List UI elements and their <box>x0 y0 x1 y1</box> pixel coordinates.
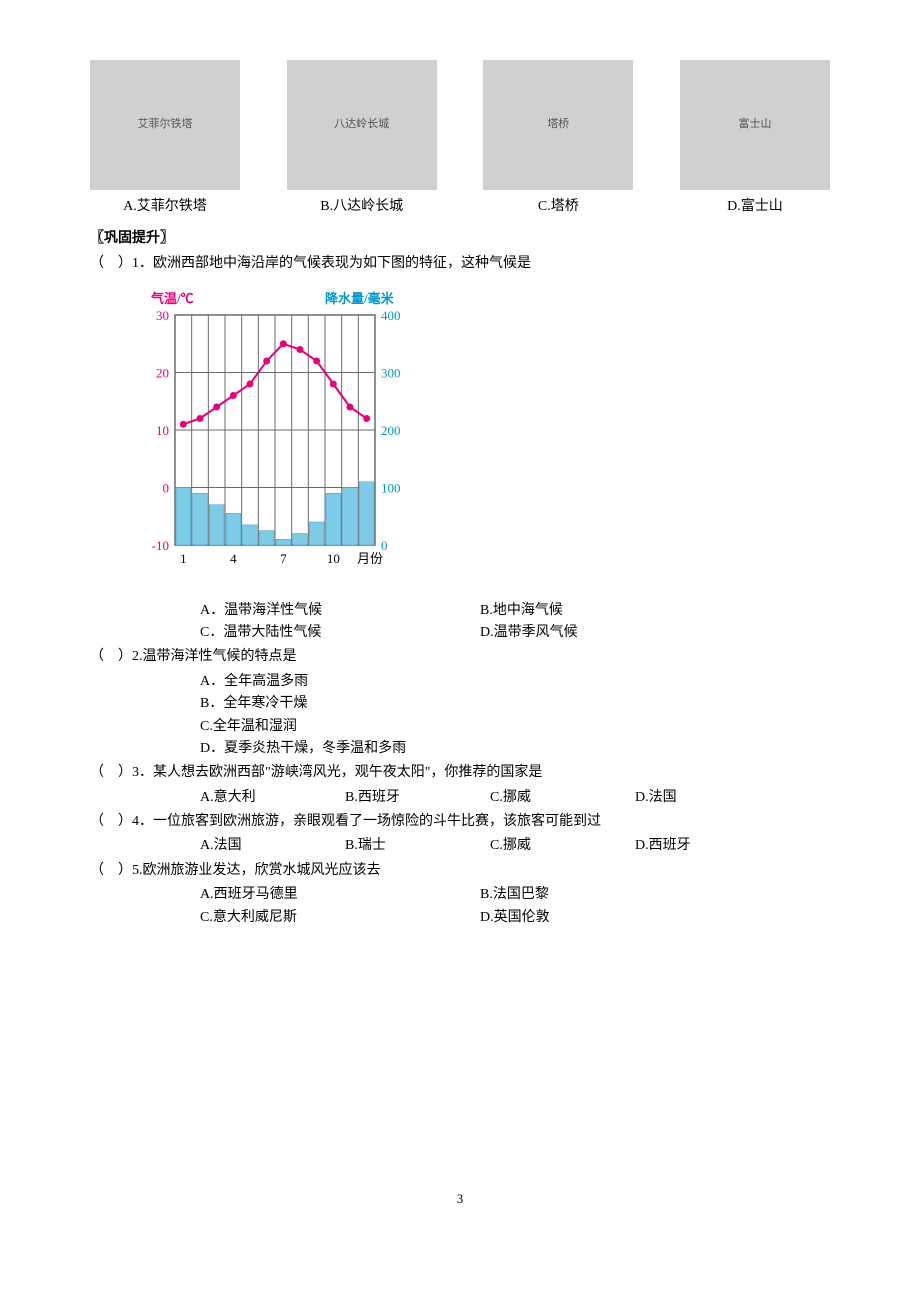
svg-text:7: 7 <box>280 551 287 566</box>
q1-b: B.地中海气候 <box>480 600 760 622</box>
image-greatwall: 八达岭长城 <box>287 60 437 190</box>
caption-d: D.富士山 <box>680 196 830 218</box>
q4-d: D.西班牙 <box>635 835 780 857</box>
landmark-image-row: 艾菲尔铁塔 八达岭长城 塔桥 富士山 <box>90 60 830 190</box>
q3-options: A.意大利 B.西班牙 C.挪威 D.法国 <box>90 787 830 809</box>
q2-stem: （ ）2.温带海洋性气候的特点是 <box>90 646 830 668</box>
q2-d: D．夏季炎热干燥，冬季温和多雨 <box>90 738 830 760</box>
q5-stem: （ ）5.欧洲旅游业发达，欣赏水城风光应该去 <box>90 860 830 882</box>
q1-c: C．温带大陆性气候 <box>200 622 480 644</box>
svg-text:30: 30 <box>156 308 169 323</box>
q3-a: A.意大利 <box>200 787 345 809</box>
q3-d: D.法国 <box>635 787 780 809</box>
q2-b: B．全年寒冷干燥 <box>90 693 830 715</box>
q5-d: D.英国伦敦 <box>480 907 760 929</box>
q4-options: A.法国 B.瑞士 C.挪威 D.西班牙 <box>90 835 830 857</box>
q2-a: A．全年高温多雨 <box>90 671 830 693</box>
svg-text:200: 200 <box>381 423 401 438</box>
landmark-caption-row: A.艾菲尔铁塔 B.八达岭长城 C.塔桥 D.富士山 <box>90 196 830 218</box>
q4-stem: （ ）4．一位旅客到欧洲旅游，亲眼观看了一场惊险的斗牛比赛，该旅客可能到过 <box>90 811 830 833</box>
page-number: 3 <box>90 1189 830 1210</box>
q5-a: A.西班牙马德里 <box>200 884 480 906</box>
svg-text:10: 10 <box>327 551 340 566</box>
svg-text:1: 1 <box>180 551 187 566</box>
caption-a: A.艾菲尔铁塔 <box>90 196 240 218</box>
q3-b: B.西班牙 <box>345 787 490 809</box>
svg-text:0: 0 <box>163 481 170 496</box>
q3-c: C.挪威 <box>490 787 635 809</box>
svg-text:降水量/毫米: 降水量/毫米 <box>325 291 395 306</box>
q1-stem: （ ）1．欧洲西部地中海沿岸的气候表现为如下图的特征，这种气候是 <box>90 253 830 275</box>
q5-b: B.法国巴黎 <box>480 884 760 906</box>
svg-text:300: 300 <box>381 366 401 381</box>
q5-c: C.意大利威尼斯 <box>200 907 480 929</box>
svg-text:400: 400 <box>381 308 401 323</box>
svg-text:4: 4 <box>230 551 237 566</box>
climate-chart: 气温/℃降水量/毫米-100102030010020030040014710月份 <box>120 285 830 593</box>
svg-text:月份: 月份 <box>357 551 383 566</box>
image-fuji: 富士山 <box>680 60 830 190</box>
q1-options: A．温带海洋性气候 B.地中海气候 <box>90 600 830 622</box>
svg-text:-10: -10 <box>152 538 169 553</box>
caption-c: C.塔桥 <box>483 196 633 218</box>
svg-text:20: 20 <box>156 366 169 381</box>
q3-stem: （ ）3．某人想去欧洲西部"游峡湾风光，观午夜太阳"，你推荐的国家是 <box>90 762 830 784</box>
q1-a: A．温带海洋性气候 <box>200 600 480 622</box>
svg-text:100: 100 <box>381 481 401 496</box>
svg-text:10: 10 <box>156 423 169 438</box>
q4-c: C.挪威 <box>490 835 635 857</box>
q2-c: C.全年温和湿润 <box>90 716 830 738</box>
q5-options: A.西班牙马德里 B.法国巴黎 <box>90 884 830 906</box>
section-title: 〖巩固提升〗 <box>90 228 830 250</box>
q1-d: D.温带季风气候 <box>480 622 760 644</box>
caption-b: B.八达岭长城 <box>287 196 437 218</box>
svg-text:气温/℃: 气温/℃ <box>151 291 194 306</box>
image-tower-bridge: 塔桥 <box>483 60 633 190</box>
q4-b: B.瑞士 <box>345 835 490 857</box>
q4-a: A.法国 <box>200 835 345 857</box>
image-eiffel: 艾菲尔铁塔 <box>90 60 240 190</box>
